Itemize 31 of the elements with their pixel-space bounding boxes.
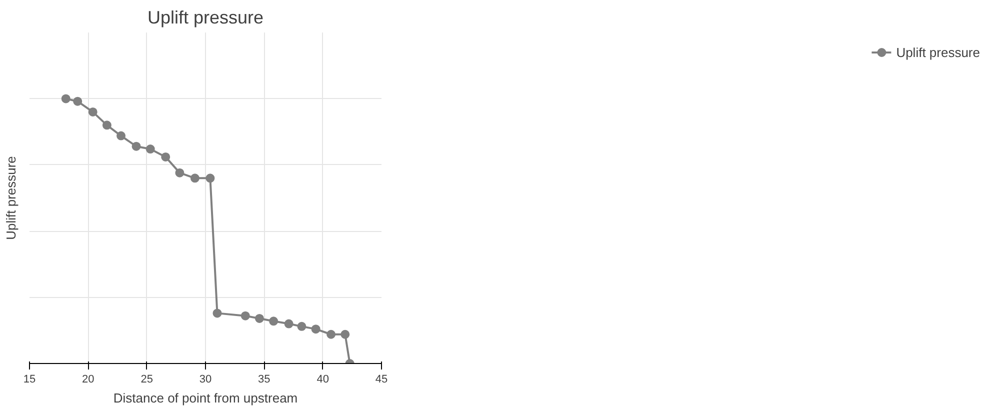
x-tick-label: 20	[82, 374, 94, 386]
y-axis-title: Uplift pressure	[4, 156, 18, 240]
point	[190, 174, 200, 183]
x-tick-label: 35	[258, 374, 270, 386]
point	[284, 319, 294, 328]
legend-label: Uplift pressure	[896, 44, 980, 60]
point	[175, 168, 184, 178]
point	[116, 131, 126, 140]
point	[297, 322, 306, 331]
x-tick-label: 15	[23, 374, 36, 386]
x-tick-label: 30	[199, 374, 212, 386]
point	[311, 324, 320, 334]
point	[240, 311, 250, 320]
chart-title: Uplift pressure	[147, 8, 264, 28]
point	[212, 308, 222, 318]
x-tick-label: 45	[375, 374, 388, 386]
point	[61, 94, 70, 104]
x-tick-label: 25	[140, 374, 153, 386]
point	[102, 120, 112, 130]
point	[254, 314, 264, 323]
point	[326, 330, 336, 339]
point	[206, 174, 215, 183]
point	[73, 96, 82, 106]
point	[88, 107, 98, 116]
x-tick-label: 40	[316, 374, 329, 386]
point	[146, 144, 155, 154]
x-axis-title: Distance of point from upstream	[113, 390, 298, 406]
point	[269, 316, 278, 326]
point	[161, 152, 170, 162]
point	[340, 330, 350, 339]
point	[132, 142, 141, 151]
